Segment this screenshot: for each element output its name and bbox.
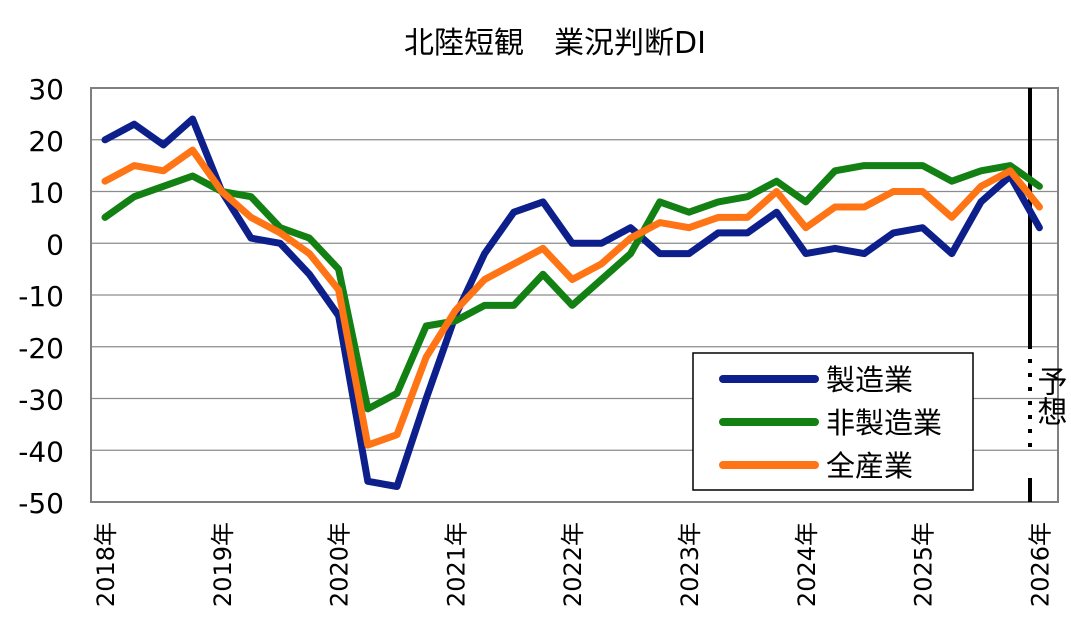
y-tick-label: -40 xyxy=(18,435,64,468)
x-tick-label: 2019年 xyxy=(209,522,237,607)
x-tick-label: 2020年 xyxy=(326,522,354,607)
x-tick-label: 2024年 xyxy=(793,522,821,607)
series-line-全産業 xyxy=(101,146,1043,449)
y-tick-label: 10 xyxy=(28,177,64,210)
y-tick-label: -30 xyxy=(18,384,64,417)
x-tick-label: 2025年 xyxy=(910,522,938,607)
y-tick-label: 0 xyxy=(46,228,64,261)
y-tick-label: 20 xyxy=(28,125,64,158)
legend-label: 全産業 xyxy=(826,449,913,483)
y-tick-label: 30 xyxy=(28,73,64,106)
x-tick-label: 2022年 xyxy=(559,522,587,607)
y-tick-label: -10 xyxy=(18,280,64,313)
forecast-label: 予想 xyxy=(1032,366,1068,426)
legend-label: 非製造業 xyxy=(826,406,942,440)
series-line-非製造業 xyxy=(101,162,1043,413)
chart-title: 北陸短観 業況判断DI xyxy=(404,26,706,61)
x-axis-year-labels: 2018年 2019年 2020年 2021年 2022年 2023年 2024年 2025年… xyxy=(92,522,1054,607)
x-tick-label: 2023年 xyxy=(676,522,704,607)
x-tick-label: 2021年 xyxy=(442,522,470,607)
series-line-製造業 xyxy=(101,115,1043,490)
y-tick-label: -20 xyxy=(18,332,64,365)
x-tick-label: 2018年 xyxy=(92,522,120,607)
legend-label: 製造業 xyxy=(826,363,913,397)
y-tick-label: -50 xyxy=(18,487,64,520)
series-lines xyxy=(101,115,1043,490)
y-axis-ticks: 30 20 10 0 -10 -20 -30 -40 -50 xyxy=(18,73,64,520)
plot-frame xyxy=(90,87,1059,503)
x-tick-label: 2026年 xyxy=(1026,522,1054,607)
